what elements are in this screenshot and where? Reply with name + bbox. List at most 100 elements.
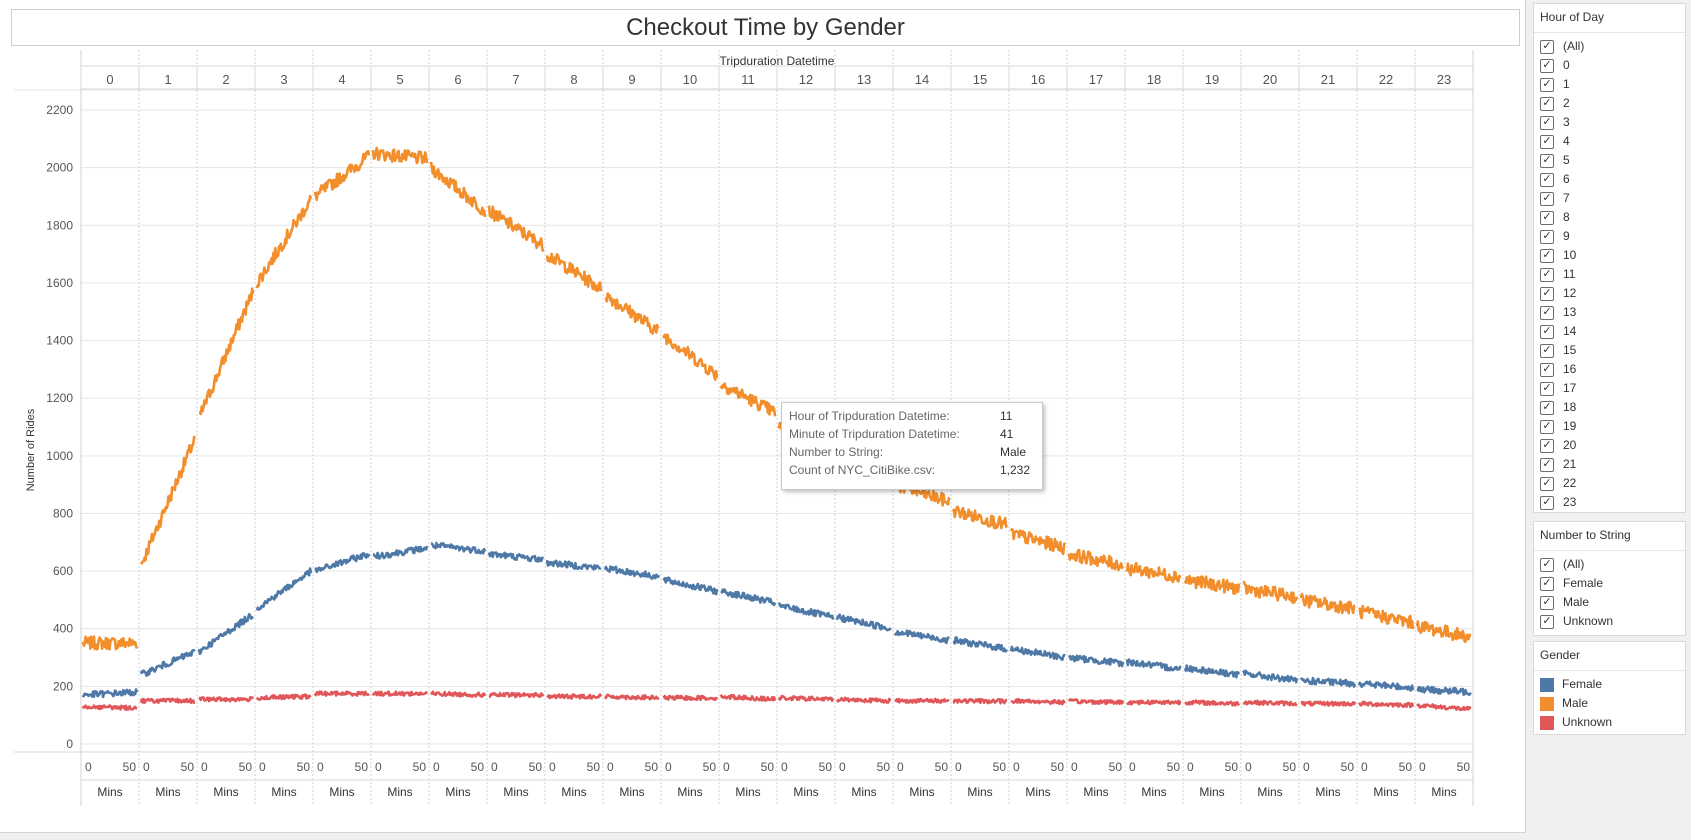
filter-option[interactable]: ✓ 11 bbox=[1534, 265, 1685, 284]
checkbox-checked-icon[interactable]: ✓ bbox=[1540, 96, 1554, 111]
legend-item[interactable]: Male bbox=[1534, 694, 1685, 713]
checkbox-checked-icon[interactable]: ✓ bbox=[1540, 134, 1554, 149]
filter-option-label: (All) bbox=[1563, 557, 1585, 571]
x-axis-title: Mins bbox=[677, 785, 702, 799]
checkbox-checked-icon[interactable]: ✓ bbox=[1540, 172, 1554, 187]
series-line-unknown-hour-15 bbox=[952, 697, 1008, 705]
filter-option[interactable]: ✓ 8 bbox=[1534, 208, 1685, 227]
filter-option-label: 12 bbox=[1563, 286, 1577, 300]
series-line-male-hour-9 bbox=[604, 292, 660, 335]
checkbox-checked-icon[interactable]: ✓ bbox=[1540, 595, 1554, 610]
checkbox-checked-icon[interactable]: ✓ bbox=[1540, 614, 1554, 629]
checkbox-checked-icon[interactable]: ✓ bbox=[1540, 191, 1554, 206]
checkbox-checked-icon[interactable]: ✓ bbox=[1540, 343, 1554, 358]
series-line-female-hour-5 bbox=[372, 545, 429, 560]
filter-option[interactable]: ✓ (All) bbox=[1534, 37, 1685, 56]
checkbox-checked-icon[interactable]: ✓ bbox=[1540, 286, 1554, 301]
filter-option-label: 14 bbox=[1563, 324, 1577, 338]
y-tick-label: 1200 bbox=[46, 391, 73, 405]
x-tick-label: 0 bbox=[1013, 760, 1020, 774]
series-line-male-hour-22 bbox=[1358, 604, 1415, 630]
checkbox-checked-icon[interactable]: ✓ bbox=[1540, 400, 1554, 415]
filter-option[interactable]: ✓ 18 bbox=[1534, 398, 1685, 417]
filter-option[interactable]: ✓ 2 bbox=[1534, 94, 1685, 113]
checkbox-checked-icon[interactable]: ✓ bbox=[1540, 210, 1554, 225]
y-axis-title: Number of Rides bbox=[25, 408, 37, 491]
filter-option[interactable]: ✓ Male bbox=[1534, 593, 1685, 612]
series-line-female-hour-21 bbox=[1299, 676, 1357, 688]
line-chart[interactable]: Tripduration Datetime0200400600800100012… bbox=[0, 0, 1525, 832]
checkbox-checked-icon[interactable]: ✓ bbox=[1540, 229, 1554, 244]
checkbox-checked-icon[interactable]: ✓ bbox=[1540, 557, 1554, 572]
filter-option[interactable]: ✓ 20 bbox=[1534, 436, 1685, 455]
filter-option[interactable]: ✓ 5 bbox=[1534, 151, 1685, 170]
series-line-male-hour-17 bbox=[1067, 548, 1125, 572]
series-line-female-hour-17 bbox=[1067, 654, 1125, 668]
filter-option[interactable]: ✓ 9 bbox=[1534, 227, 1685, 246]
filter-option[interactable]: ✓ 7 bbox=[1534, 189, 1685, 208]
x-axis-title: Mins bbox=[445, 785, 470, 799]
filter-option[interactable]: ✓ 16 bbox=[1534, 360, 1685, 379]
checkbox-checked-icon[interactable]: ✓ bbox=[1540, 115, 1554, 130]
filter-option[interactable]: ✓ 22 bbox=[1534, 474, 1685, 493]
checkbox-checked-icon[interactable]: ✓ bbox=[1540, 248, 1554, 263]
checkbox-checked-icon[interactable]: ✓ bbox=[1540, 495, 1554, 510]
x-tick-label: 50 bbox=[703, 760, 717, 774]
x-tick-label: 0 bbox=[839, 760, 846, 774]
checkbox-checked-icon[interactable]: ✓ bbox=[1540, 419, 1554, 434]
legend-swatch bbox=[1540, 677, 1554, 692]
checkbox-checked-icon[interactable]: ✓ bbox=[1540, 58, 1554, 73]
filter-option[interactable]: ✓ (All) bbox=[1534, 555, 1685, 574]
filter-option[interactable]: ✓ Female bbox=[1534, 574, 1685, 593]
filter-option[interactable]: ✓ 19 bbox=[1534, 417, 1685, 436]
filter-option[interactable]: ✓ 15 bbox=[1534, 341, 1685, 360]
filter-option[interactable]: ✓ 21 bbox=[1534, 455, 1685, 474]
filter-option-label: 10 bbox=[1563, 248, 1577, 262]
filter-option[interactable]: ✓ 17 bbox=[1534, 379, 1685, 398]
legend-item[interactable]: Female bbox=[1534, 675, 1685, 694]
checkbox-checked-icon[interactable]: ✓ bbox=[1540, 476, 1554, 491]
checkbox-checked-icon[interactable]: ✓ bbox=[1540, 324, 1554, 339]
hour-header-label: 10 bbox=[683, 72, 697, 87]
checkbox-checked-icon[interactable]: ✓ bbox=[1540, 438, 1554, 453]
checkbox-checked-icon[interactable]: ✓ bbox=[1540, 267, 1554, 282]
filter-option[interactable]: ✓ 0 bbox=[1534, 56, 1685, 75]
checkbox-checked-icon[interactable]: ✓ bbox=[1540, 305, 1554, 320]
x-tick-label: 50 bbox=[1457, 760, 1471, 774]
checkbox-checked-icon[interactable]: ✓ bbox=[1540, 381, 1554, 396]
x-tick-label: 50 bbox=[587, 760, 601, 774]
filter-option[interactable]: ✓ 14 bbox=[1534, 322, 1685, 341]
checkbox-checked-icon[interactable]: ✓ bbox=[1540, 77, 1554, 92]
checkbox-checked-icon[interactable]: ✓ bbox=[1540, 457, 1554, 472]
legend-swatch bbox=[1540, 696, 1554, 711]
filter-option-label: 8 bbox=[1563, 210, 1570, 224]
legend-item[interactable]: Unknown bbox=[1534, 713, 1685, 732]
x-tick-label: 0 bbox=[491, 760, 498, 774]
checkbox-checked-icon[interactable]: ✓ bbox=[1540, 362, 1554, 377]
series-line-unknown-hour-17 bbox=[1067, 698, 1125, 706]
filter-option[interactable]: ✓ Unknown bbox=[1534, 612, 1685, 631]
series-line-unknown-hour-10 bbox=[662, 694, 719, 702]
hover-tooltip: Hour of Tripduration Datetime: 11 Minute… bbox=[781, 402, 1043, 490]
checkbox-checked-icon[interactable]: ✓ bbox=[1540, 576, 1554, 591]
filter-option[interactable]: ✓ 3 bbox=[1534, 113, 1685, 132]
checkbox-checked-icon[interactable]: ✓ bbox=[1540, 39, 1554, 54]
filter-option[interactable]: ✓ 4 bbox=[1534, 132, 1685, 151]
series-line-unknown-hour-7 bbox=[488, 691, 545, 699]
series-line-unknown-hour-19 bbox=[1184, 699, 1241, 707]
filter-option[interactable]: ✓ 10 bbox=[1534, 246, 1685, 265]
checkbox-checked-icon[interactable]: ✓ bbox=[1540, 153, 1554, 168]
filter-option[interactable]: ✓ 1 bbox=[1534, 75, 1685, 94]
filter-option[interactable]: ✓ 23 bbox=[1534, 493, 1685, 512]
series-line-male-hour-23 bbox=[1415, 620, 1472, 643]
filter-option[interactable]: ✓ 12 bbox=[1534, 284, 1685, 303]
legend-label: Female bbox=[1562, 677, 1603, 691]
filter-option-label: Male bbox=[1563, 595, 1590, 609]
filter-option-label: 18 bbox=[1563, 400, 1577, 414]
hour-header-label: 9 bbox=[628, 72, 635, 87]
series-line-female-hour-19 bbox=[1183, 664, 1241, 679]
x-tick-label: 0 bbox=[1245, 760, 1252, 774]
legend-label: Male bbox=[1562, 696, 1589, 710]
filter-option[interactable]: ✓ 13 bbox=[1534, 303, 1685, 322]
filter-option[interactable]: ✓ 6 bbox=[1534, 170, 1685, 189]
